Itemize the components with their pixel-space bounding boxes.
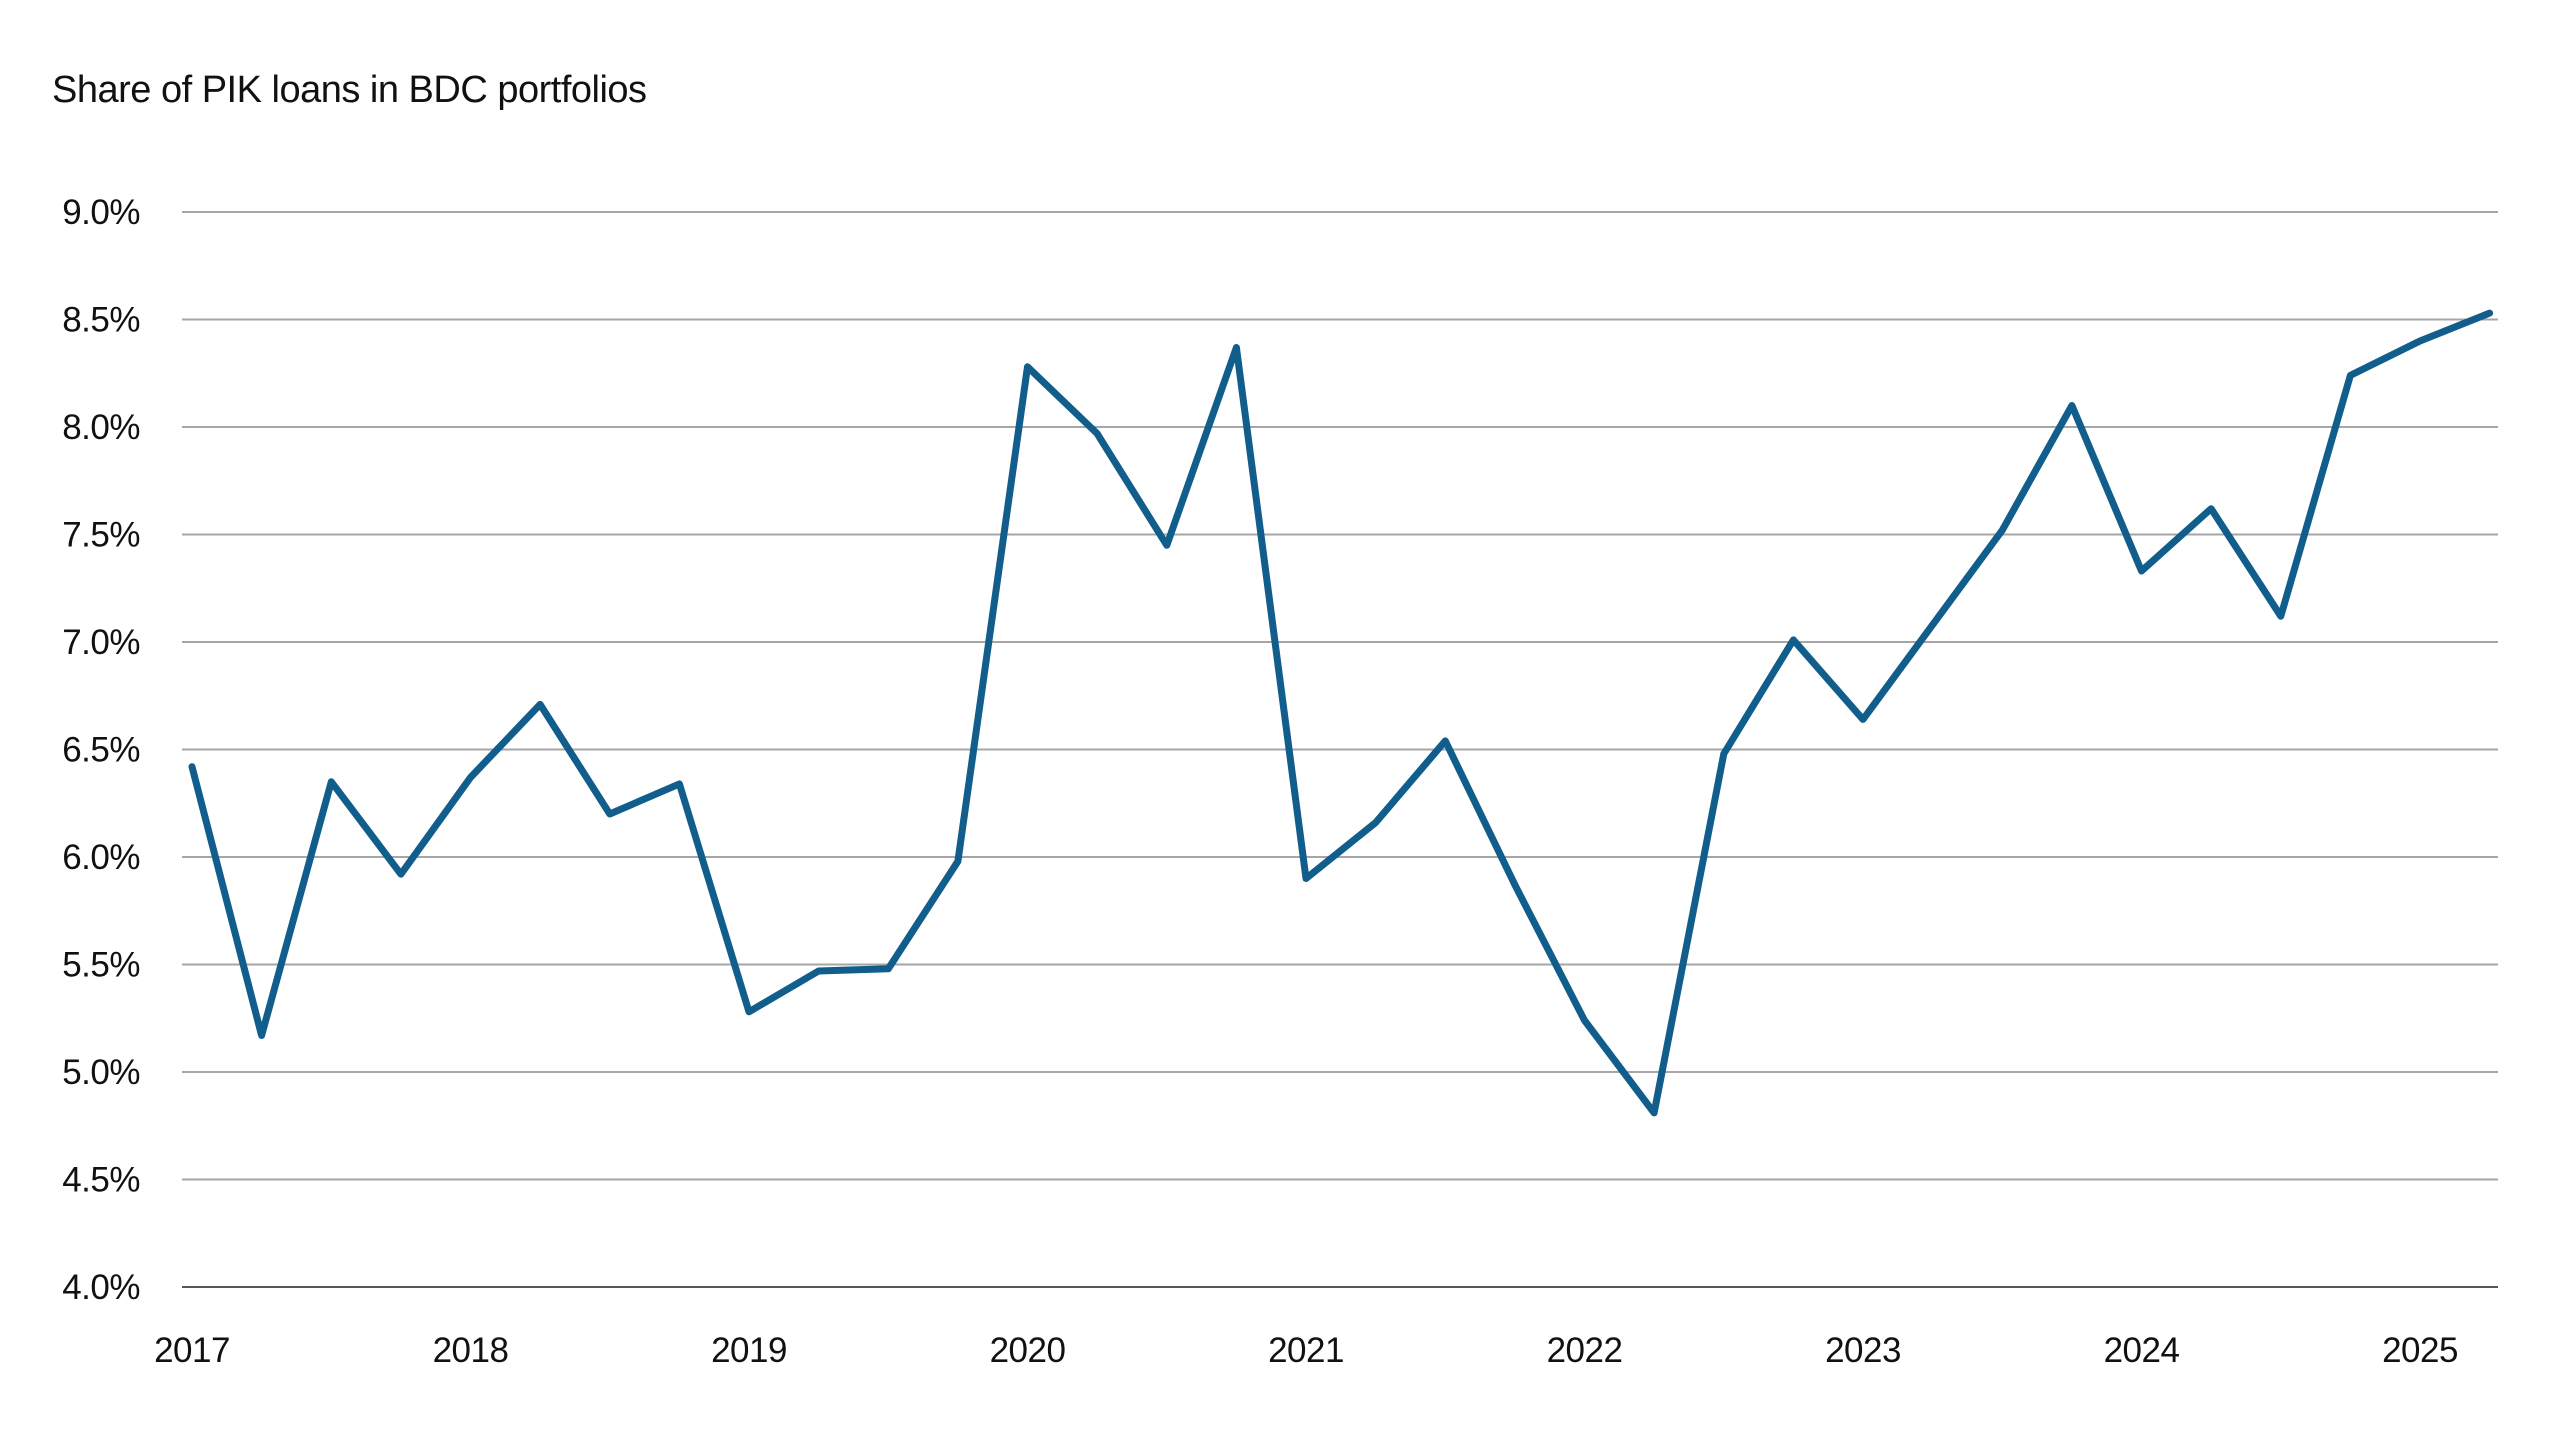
y-tick-label: 6.5%	[62, 731, 140, 770]
y-tick-label: 9.0%	[62, 193, 140, 232]
y-tick-label: 8.0%	[62, 408, 140, 447]
x-tick-label: 2025	[2382, 1331, 2458, 1370]
x-tick-label: 2022	[1547, 1331, 1623, 1370]
x-tick-label: 2020	[990, 1331, 1066, 1370]
x-tick-label: 2017	[154, 1331, 230, 1370]
x-tick-label: 2021	[1268, 1331, 1344, 1370]
x-tick-label: 2023	[1825, 1331, 1901, 1370]
y-tick-label: 4.0%	[62, 1268, 140, 1307]
y-tick-label: 5.5%	[62, 946, 140, 985]
y-tick-label: 8.5%	[62, 301, 140, 340]
y-tick-label: 5.0%	[62, 1053, 140, 1092]
x-tick-label: 2018	[433, 1331, 509, 1370]
chart-title: Share of PIK loans in BDC portfolios	[52, 69, 647, 111]
y-tick-label: 7.0%	[62, 623, 140, 662]
x-tick-label: 2024	[2104, 1331, 2180, 1370]
x-tick-label: 2019	[711, 1331, 787, 1370]
y-tick-label: 4.5%	[62, 1161, 140, 1200]
pik-share-line-series	[188, 309, 2494, 1117]
y-tick-label: 7.5%	[62, 516, 140, 555]
y-tick-label: 6.0%	[62, 838, 140, 877]
